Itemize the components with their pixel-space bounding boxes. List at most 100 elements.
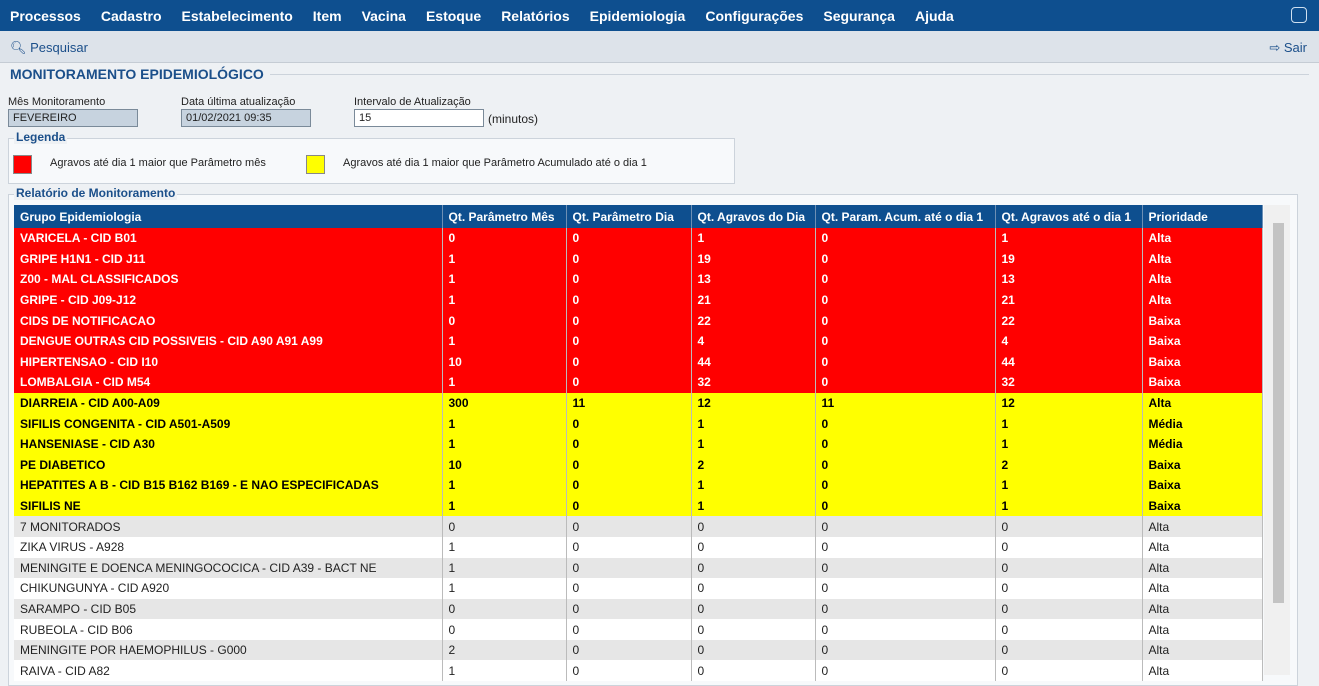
table-cell: 0 bbox=[566, 598, 692, 620]
search-button[interactable]: 🔍︎ Pesquisar bbox=[10, 40, 88, 55]
table-row[interactable]: 7 MONITORADOS 0 0 0 0 0 Alta bbox=[14, 516, 1263, 537]
menu-item[interactable]: Epidemiologia bbox=[589, 7, 686, 24]
table-cell: 0 bbox=[815, 310, 996, 331]
field-value[interactable]: 15 bbox=[354, 109, 484, 127]
table-cell: 10 bbox=[442, 351, 567, 373]
table-row[interactable]: VARICELA - CID B01 0 0 1 0 1 Alta bbox=[14, 228, 1263, 249]
column-header[interactable]: Qt. Agravos até o dia 1 bbox=[995, 205, 1143, 228]
menu-item[interactable]: Estoque bbox=[425, 7, 482, 24]
table-cell: 0 bbox=[815, 372, 996, 393]
table-cell: 0 bbox=[815, 557, 996, 579]
table-cell: 1 bbox=[442, 433, 567, 455]
table-row[interactable]: DIARREIA - CID A00-A09 300 11 12 11 12 Alta bbox=[14, 392, 1263, 414]
menu-item[interactable]: Item bbox=[312, 7, 342, 24]
table-cell: Baixa bbox=[1142, 351, 1263, 373]
column-header[interactable]: Qt. Agravos do Dia bbox=[691, 205, 816, 228]
table-cell: 0 bbox=[566, 289, 692, 311]
table-cell: 32 bbox=[691, 372, 816, 393]
menu-item[interactable]: Estabelecimento bbox=[181, 7, 293, 24]
table-row[interactable]: SIFILIS CONGENITA - CID A501-A509 1 0 1 0 1 Mé… bbox=[14, 413, 1263, 434]
column-header[interactable]: Qt. Param. Acum. até o dia 1 bbox=[815, 205, 996, 228]
table-cell: 0 bbox=[566, 660, 692, 682]
table-cell: 0 bbox=[995, 598, 1143, 620]
table-row[interactable]: HANSENIASE - CID A30 1 0 1 0 1 Média bbox=[14, 433, 1263, 455]
table-row[interactable]: RUBEOLA - CID B06 0 0 0 0 0 Alta bbox=[14, 619, 1263, 640]
menu-item[interactable]: Vacina bbox=[361, 7, 406, 24]
table-cell: 1 bbox=[442, 289, 567, 311]
table-row[interactable]: SARAMPO - CID B05 0 0 0 0 0 Alta bbox=[14, 598, 1263, 620]
menu-item[interactable]: Segurança bbox=[823, 7, 895, 24]
table-cell: Média bbox=[1142, 413, 1263, 434]
table-cell: 0 bbox=[815, 228, 996, 249]
table-cell: 1 bbox=[995, 495, 1143, 517]
table-cell: 0 bbox=[442, 310, 567, 331]
table-cell: 0 bbox=[691, 619, 816, 640]
column-header[interactable]: Prioridade bbox=[1142, 205, 1263, 228]
menu-item[interactable]: Processos bbox=[10, 7, 81, 24]
column-header[interactable]: Qt. Parâmetro Mês bbox=[442, 205, 567, 228]
table-row[interactable]: PE DIABETICO 10 0 2 0 2 Baixa bbox=[14, 454, 1263, 476]
menu-item[interactable]: Configurações bbox=[705, 7, 804, 24]
table-cell: 11 bbox=[566, 392, 692, 414]
field-unit: (minutos) bbox=[488, 112, 539, 126]
menu-item[interactable]: Cadastro bbox=[100, 7, 162, 24]
table-cell: 1 bbox=[442, 495, 567, 517]
table-row[interactable]: MENINGITE E DOENCA MENINGOCOCICA - CID A… bbox=[14, 557, 1263, 579]
table-row[interactable]: ZIKA VIRUS - A928 1 0 0 0 0 Alta bbox=[14, 536, 1263, 558]
group-cell: SARAMPO - CID B05 bbox=[14, 598, 443, 620]
table-cell: Baixa bbox=[1142, 330, 1263, 352]
group-cell: MENINGITE POR HAEMOPHILUS - G000 bbox=[14, 639, 443, 661]
group-cell: GRIPE - CID J09-J12 bbox=[14, 289, 443, 311]
table-cell: 0 bbox=[815, 598, 996, 620]
column-header[interactable]: Grupo Epidemiologia bbox=[14, 205, 443, 228]
group-cell: VARICELA - CID B01 bbox=[14, 228, 443, 249]
table-row[interactable]: RAIVA - CID A82 1 0 0 0 0 Alta bbox=[14, 660, 1263, 682]
menu-item[interactable]: Ajuda bbox=[914, 7, 954, 24]
group-cell: SIFILIS NE bbox=[14, 495, 443, 517]
table-row[interactable]: GRIPE H1N1 - CID J11 1 0 19 0 19 Alta bbox=[14, 248, 1263, 270]
scroll-thumb[interactable] bbox=[1273, 223, 1284, 603]
table-cell: 44 bbox=[691, 351, 816, 373]
table-cell: Alta bbox=[1142, 248, 1263, 270]
table-row[interactable]: Z00 - MAL CLASSIFICADOS 1 0 13 0 13 Alta bbox=[14, 269, 1263, 290]
table-cell: 0 bbox=[442, 598, 567, 620]
group-cell: HANSENIASE - CID A30 bbox=[14, 433, 443, 455]
menu-item[interactable]: Relatórios bbox=[501, 7, 570, 24]
table-cell: 1 bbox=[691, 495, 816, 517]
table-cell: 0 bbox=[995, 536, 1143, 558]
group-cell: HEPATITES A B - CID B15 B162 B169 - E NA… bbox=[14, 475, 443, 496]
table-cell: 4 bbox=[691, 330, 816, 352]
table-cell: 0 bbox=[815, 351, 996, 373]
report-title: Relatório de Monitoramento bbox=[14, 186, 178, 200]
table-cell: 22 bbox=[691, 310, 816, 331]
table-row[interactable]: GRIPE - CID J09-J12 1 0 21 0 21 Alta bbox=[14, 289, 1263, 311]
group-cell: CHIKUNGUNYA - CID A920 bbox=[14, 578, 443, 599]
group-cell: PE DIABETICO bbox=[14, 454, 443, 476]
scrollbar[interactable] bbox=[1264, 205, 1290, 675]
table-row[interactable]: CIDS DE NOTIFICACAO 0 0 22 0 22 Baixa bbox=[14, 310, 1263, 331]
table-cell: 0 bbox=[566, 639, 692, 661]
table-row[interactable]: SIFILIS NE 1 0 1 0 1 Baixa bbox=[14, 495, 1263, 517]
exit-button[interactable]: ⇨ Sair bbox=[1269, 40, 1307, 55]
table-cell: 0 bbox=[815, 639, 996, 661]
table-row[interactable]: MENINGITE POR HAEMOPHILUS - G000 2 0 0 0 0 Alt… bbox=[14, 639, 1263, 661]
table-cell: 21 bbox=[995, 289, 1143, 311]
table-cell: 0 bbox=[566, 351, 692, 373]
menu-bar: Processos Cadastro Estabelecimento Item Vaci… bbox=[0, 0, 1319, 31]
table-row[interactable]: HEPATITES A B - CID B15 B162 B169 - E NA… bbox=[14, 475, 1263, 496]
search-label: Pesquisar bbox=[30, 40, 88, 55]
table-row[interactable]: DENGUE OUTRAS CID POSSIVEIS - CID A90 A9… bbox=[14, 330, 1263, 352]
messages-icon[interactable] bbox=[1291, 7, 1307, 23]
table-cell: 1 bbox=[691, 475, 816, 496]
table-cell: 0 bbox=[566, 454, 692, 476]
table-cell: 0 bbox=[815, 433, 996, 455]
table-cell: 0 bbox=[442, 619, 567, 640]
table-row[interactable]: LOMBALGIA - CID M54 1 0 32 0 32 Baixa bbox=[14, 372, 1263, 393]
table-cell: 0 bbox=[691, 557, 816, 579]
table-cell: 1 bbox=[442, 248, 567, 270]
table-cell: 1 bbox=[442, 413, 567, 434]
column-header[interactable]: Qt. Parâmetro Dia bbox=[566, 205, 692, 228]
table-row[interactable]: HIPERTENSAO - CID I10 10 0 44 0 44 Baixa bbox=[14, 351, 1263, 373]
table-cell: Alta bbox=[1142, 289, 1263, 311]
table-row[interactable]: CHIKUNGUNYA - CID A920 1 0 0 0 0 Alta bbox=[14, 578, 1263, 599]
